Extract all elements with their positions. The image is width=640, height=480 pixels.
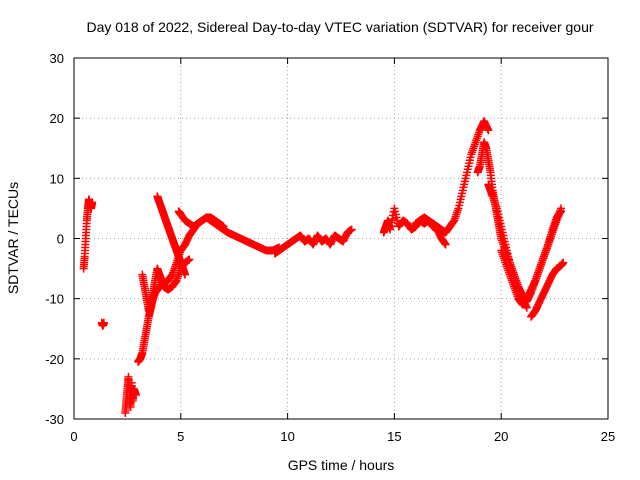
data-point [559, 258, 568, 267]
series-seg7 [174, 207, 228, 231]
y-axis-label: SDTVAR / TECUs [5, 182, 21, 294]
data-point [557, 207, 566, 216]
series-seg5 [138, 255, 194, 315]
data-point [219, 222, 228, 231]
series-seg10 [411, 117, 493, 237]
chart-title: Day 018 of 2022, Sidereal Day-to-day VTE… [86, 19, 593, 35]
y-tick-label: 0 [57, 232, 64, 247]
series-seg12 [484, 180, 566, 306]
data-point [185, 255, 194, 264]
series-seg14 [497, 207, 566, 309]
series-seg11 [473, 138, 531, 312]
series-seg6 [153, 192, 190, 279]
series-seg8 [270, 225, 356, 258]
data-point [99, 318, 108, 327]
data-point [484, 126, 493, 135]
data-point [131, 390, 140, 399]
y-tick-label: -30 [45, 412, 64, 427]
series-seg2 [97, 318, 108, 330]
x-tick-label: 5 [177, 429, 184, 444]
data-series [79, 117, 568, 417]
x-tick-label: 20 [494, 429, 508, 444]
data-point [88, 198, 97, 207]
y-tick-label: 10 [50, 171, 64, 186]
series-seg13 [527, 258, 568, 321]
x-tick-label: 15 [387, 429, 401, 444]
y-tick-label: 20 [50, 111, 64, 126]
series-seg4 [134, 213, 284, 366]
y-tick-label: -10 [45, 292, 64, 307]
x-axis-label: GPS time / hours [288, 457, 395, 473]
data-point [181, 270, 190, 279]
x-tick-label: 10 [280, 429, 294, 444]
x-tick-label: 0 [70, 429, 77, 444]
x-tick-label: 25 [601, 429, 615, 444]
data-point [347, 225, 356, 234]
series-seg3 [121, 372, 140, 417]
y-tick-label: 30 [50, 51, 64, 66]
y-tick-label: -20 [45, 352, 64, 367]
series-seg1 [79, 195, 97, 273]
data-point [441, 240, 450, 249]
axis-ticks: 0 5 10 15 20 25 -30 -20 -10 0 10 20 30 [45, 51, 615, 444]
